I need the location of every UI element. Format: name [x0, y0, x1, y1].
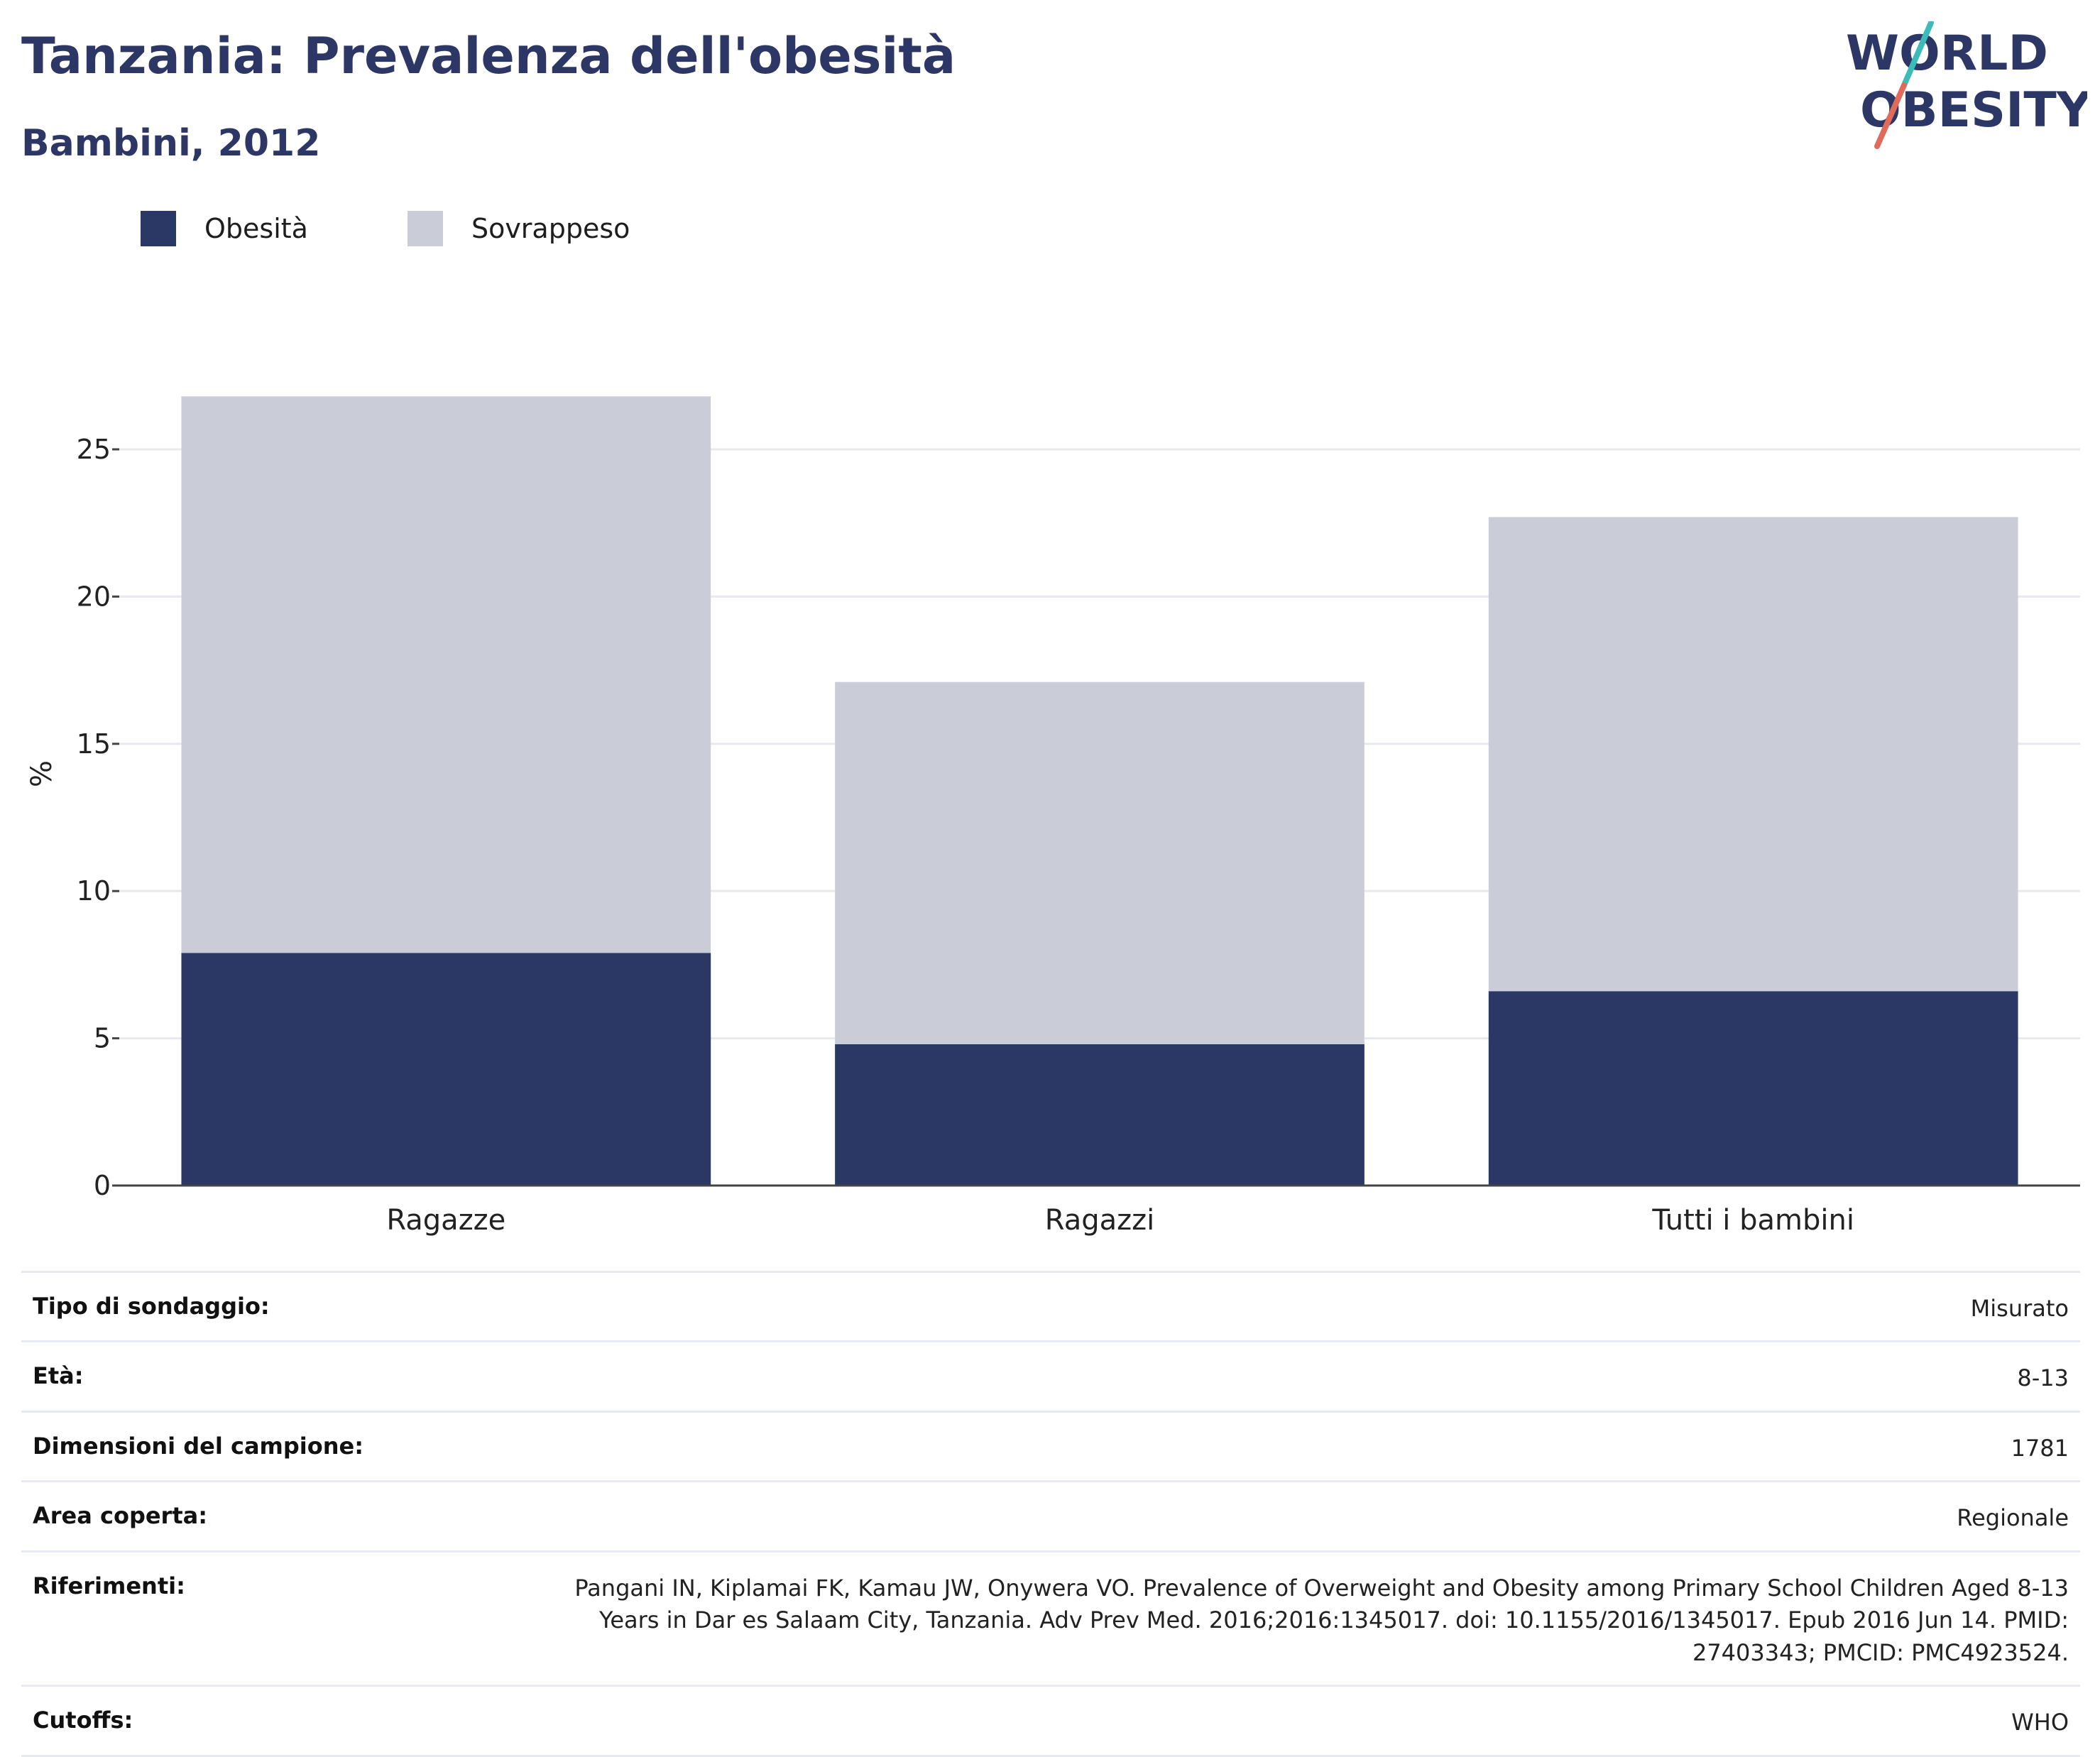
- bar-overweight: [1488, 517, 2018, 992]
- y-axis-label: %: [26, 760, 58, 787]
- info-value: 8-13: [2017, 1364, 2069, 1392]
- logo-graphic: WORLD OBESITY: [1846, 20, 2092, 149]
- bar-overweight: [835, 682, 1365, 1044]
- x-tick-label: Tutti i bambini: [1651, 1204, 1854, 1237]
- logo-slash-bottom: [1874, 82, 1907, 149]
- legend-label-obesity: Obesità: [204, 213, 308, 244]
- legend-swatch-overweight: [407, 211, 443, 246]
- info-value: Misurato: [1970, 1295, 2069, 1322]
- bar-obesity: [835, 1044, 1365, 1186]
- info-value: 1781: [2011, 1434, 2069, 1462]
- y-tick-label: 0: [94, 1170, 111, 1201]
- bar-overweight: [181, 396, 711, 953]
- chart-subtitle: Bambini, 2012: [21, 122, 321, 165]
- info-value: Pangani IN, Kiplamai FK, Kamau JW, Onywe…: [574, 1574, 2069, 1666]
- logo-line-1: WORLD: [1846, 26, 2048, 82]
- info-key: Dimensioni del campione:: [33, 1432, 364, 1460]
- info-row: Riferimenti: Pangani IN, Kiplamai FK, Kam…: [21, 1550, 2080, 1685]
- bar-chart: 0 5 10 15 20 25% Ragazze Ragazzi Tutti i bambini: [26, 396, 2080, 1237]
- x-tick-label: Ragazzi: [1045, 1204, 1154, 1237]
- world-obesity-logo: WORLD OBESITY: [1846, 20, 2092, 149]
- y-tick-label: 10: [77, 875, 111, 907]
- bar-obesity: [181, 953, 711, 1186]
- info-key: Cutoffs:: [33, 1707, 133, 1734]
- info-key: Età:: [33, 1362, 84, 1390]
- info-key: Area coperta:: [33, 1502, 208, 1530]
- legend-item-overweight[interactable]: Sovrappeso: [407, 211, 630, 246]
- y-tick-label: 20: [77, 581, 111, 612]
- logo-slash-top: [1901, 20, 1934, 88]
- legend-item-obesity[interactable]: Obesità: [141, 211, 308, 246]
- survey-info-table: Tipo di sondaggio: Misurato Età: 8-13 Dimens…: [21, 1271, 2080, 1757]
- info-key: Riferimenti:: [33, 1572, 185, 1599]
- info-value: WHO: [2011, 1709, 2069, 1736]
- y-tick-label: 5: [94, 1023, 111, 1054]
- info-row: Area coperta: Regionale: [21, 1480, 2080, 1550]
- legend-label-overweight: Sovrappeso: [471, 213, 630, 244]
- bar-obesity: [1488, 991, 2018, 1186]
- info-key: Tipo di sondaggio:: [33, 1293, 270, 1320]
- info-row: Cutoffs: WHO: [21, 1685, 2080, 1757]
- info-value: Regionale: [1957, 1504, 2069, 1532]
- info-row: Dimensioni del campione: 1781: [21, 1410, 2080, 1480]
- legend-swatch-obesity: [141, 211, 176, 246]
- x-tick-label: Ragazze: [386, 1204, 505, 1237]
- info-row: Tipo di sondaggio: Misurato: [21, 1271, 2080, 1340]
- y-tick-label: 15: [77, 728, 111, 760]
- y-tick-label: 25: [77, 434, 111, 465]
- info-row: Età: 8-13: [21, 1340, 2080, 1410]
- chart-title: Tanzania: Prevalenza dell'obesità: [21, 27, 956, 85]
- chart-legend: Obesità Sovrappeso: [141, 210, 729, 247]
